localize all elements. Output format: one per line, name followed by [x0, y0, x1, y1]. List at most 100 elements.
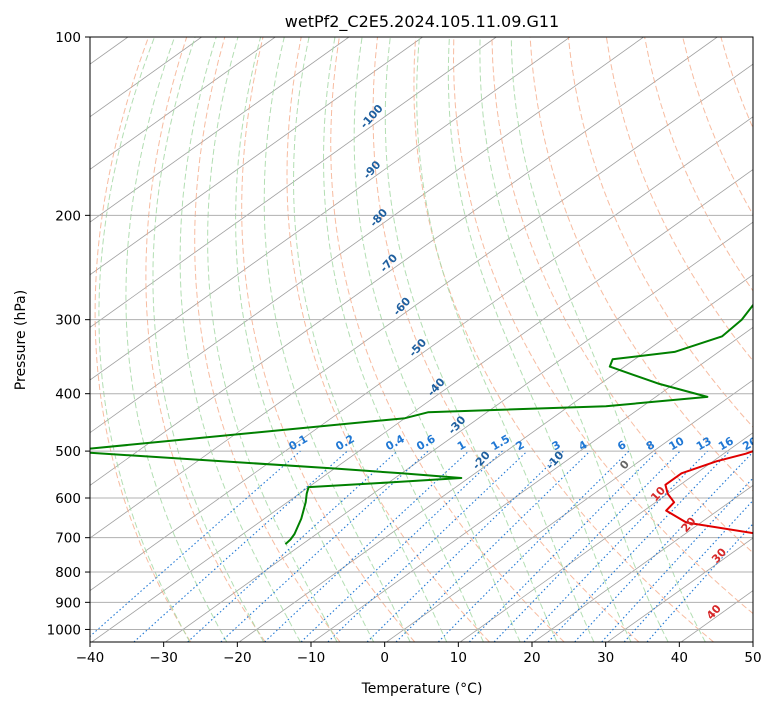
isotherm-line [238, 274, 753, 642]
isotherm-line [533, 484, 753, 642]
moist-adiabat-line [353, 37, 521, 642]
y-tick-label: 200 [55, 208, 81, 224]
plot-frame [89, 36, 754, 643]
y-axis-label: Pressure (hPa) [13, 290, 29, 390]
mixing-ratio-line [574, 451, 753, 642]
mixing-ratio-line [623, 499, 753, 642]
dry-adiabat-line [759, 37, 775, 642]
isotherm-label: 0 [617, 457, 632, 472]
moist-adiabat-line [322, 37, 484, 642]
background-lines [90, 37, 775, 642]
isotherm-line [386, 379, 753, 642]
dry-adiabat-line [372, 37, 640, 642]
dry-adiabat-line [194, 37, 341, 642]
dry-adiabat-line [145, 37, 266, 642]
x-tick-label: 30 [597, 650, 614, 666]
isotherm-label: -40 [425, 375, 448, 399]
isotherm-label: -100 [358, 102, 386, 131]
isotherm-label: -50 [406, 336, 429, 360]
y-tick-label: 100 [55, 30, 81, 46]
isotherm-line [90, 37, 202, 118]
moist-adiabat-line [152, 37, 265, 642]
mixing-ratio-label: 13 [694, 434, 714, 453]
mixing-ratio-line [133, 450, 348, 642]
y-tick-label: 600 [55, 491, 81, 507]
moist-adiabat-line [447, 37, 632, 642]
moist-adiabat-line [125, 37, 228, 642]
temperature-profile [664, 426, 753, 535]
mixing-ratio-line [327, 450, 528, 642]
mixing-ratio-label: 10 [667, 434, 687, 453]
x-axis: −40 −30 −20 −10 0 10 20 30 40 50 [76, 642, 762, 666]
mixing-ratio-line [437, 450, 630, 642]
isotherm-line [90, 37, 276, 170]
isotherm-line [90, 37, 350, 223]
moist-adiabat-line [292, 37, 448, 642]
dry-adiabat-line [567, 37, 753, 428]
dry-adiabat-line [529, 37, 753, 492]
mixing-ratio-line [366, 450, 564, 642]
mixing-ratio-label: 20 [740, 434, 760, 453]
y-axis: 100 200 300 400 500 600 700 800 900 1000 [47, 30, 90, 638]
mixing-ratio-label: 0.2 [333, 432, 356, 453]
mixing-ratio-line [220, 450, 429, 642]
isotherm-line [90, 37, 644, 434]
dry-adiabat-line [605, 37, 753, 362]
x-tick-label: 40 [671, 650, 688, 666]
moist-adiabat-line [510, 37, 706, 642]
isotherm-label: -80 [367, 206, 390, 230]
x-axis-label: Temperature (°C) [361, 681, 483, 697]
dry-adiabat-label: 30 [709, 545, 729, 565]
isotherm-line [607, 537, 753, 642]
dry-adiabat-line [682, 37, 753, 216]
isotherm-line [165, 221, 753, 642]
mixing-ratio-line [601, 477, 753, 642]
isotherm-line [755, 37, 775, 642]
y-tick-label: 700 [55, 531, 81, 547]
mixing-ratio-line [493, 450, 681, 642]
dry-adiabat-line [720, 37, 753, 129]
x-tick-label: −30 [149, 650, 178, 666]
isotherm-label: -20 [470, 448, 493, 472]
mixing-ratio-label: 0.4 [383, 432, 407, 453]
mixing-ratio-line [468, 450, 658, 642]
y-tick-label: 900 [55, 595, 81, 611]
isotherm-label: -90 [361, 158, 384, 182]
mixing-ratio-line [90, 450, 301, 638]
isotherm-line [90, 116, 753, 592]
y-tick-label: 1000 [47, 622, 81, 638]
y-tick-label: 300 [55, 313, 81, 329]
isotherm-line [90, 37, 718, 486]
isotherm-line [459, 432, 753, 642]
isotherm-line [680, 590, 753, 642]
isotherm-line [90, 37, 423, 276]
mixing-ratio-line [523, 450, 708, 642]
line-labels: 0.10.20.40.611.52346810131620253036-100-… [287, 102, 760, 622]
y-tick-label: 800 [55, 565, 81, 581]
dry-adiabat-line [644, 37, 753, 292]
mixing-ratio-label: 1.5 [489, 432, 512, 453]
dry-adiabat-line [452, 37, 753, 615]
isotherm-label: -30 [446, 413, 469, 437]
moist-adiabat-line [384, 37, 558, 642]
dewpoint-profile [90, 303, 753, 545]
mixing-ratio-label: 0.1 [287, 432, 310, 453]
x-tick-label: 50 [744, 650, 761, 666]
mixing-ratio-line [395, 450, 591, 642]
x-tick-label: 20 [523, 650, 540, 666]
chart-title: wetPf2_C2E5.2024.105.11.09.G11 [285, 12, 559, 32]
mixing-ratio-label: 16 [716, 434, 736, 453]
dry-adiabat-line [330, 37, 565, 642]
x-tick-label: 0 [380, 650, 389, 666]
moist-adiabat-line [263, 37, 411, 642]
x-tick-label: −20 [223, 650, 252, 666]
moist-adiabat-line [479, 37, 669, 642]
isotherm-line [90, 37, 497, 328]
isotherm-label: -70 [377, 251, 400, 275]
mixing-ratio-line [646, 522, 753, 642]
x-tick-label: 10 [450, 650, 467, 666]
dry-adiabat-line [491, 37, 753, 554]
profiles [90, 303, 753, 545]
mixing-ratio-line [300, 450, 503, 642]
